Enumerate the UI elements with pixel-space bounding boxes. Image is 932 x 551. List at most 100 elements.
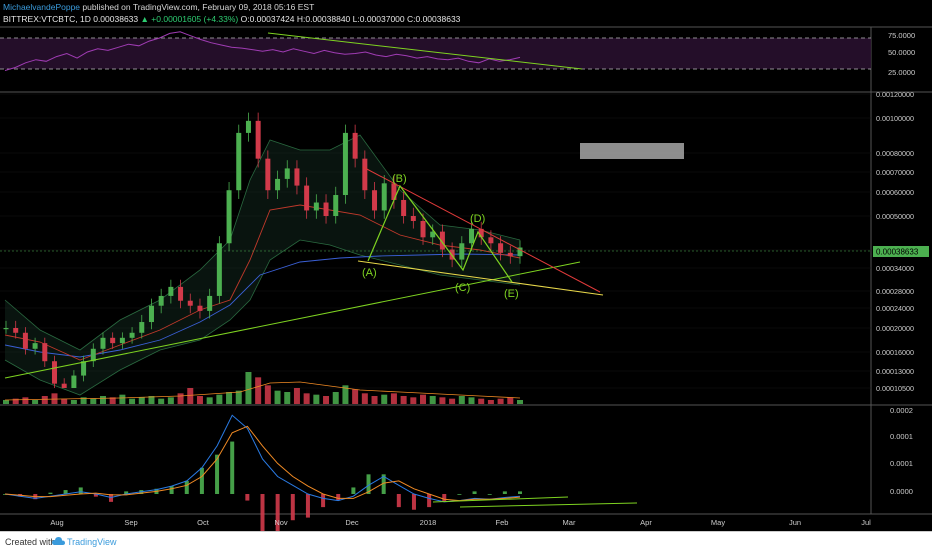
- macd-histogram-bar: [336, 494, 341, 501]
- price-tick-label: 0.00060000: [876, 188, 914, 197]
- wave-label-a: (A): [362, 267, 377, 279]
- time-tick-label: Aug: [50, 518, 63, 527]
- macd-histogram-bar: [93, 494, 98, 497]
- author-link[interactable]: MichaelvandePoppe: [3, 2, 81, 12]
- volume-bars: [3, 372, 523, 404]
- macd-histogram-bar: [48, 492, 53, 494]
- candle-body: [32, 343, 38, 349]
- macd-histogram-bar: [472, 491, 477, 494]
- wave-label-b: (B): [392, 173, 407, 185]
- time-tick-label: Feb: [496, 518, 509, 527]
- volume-bar: [517, 400, 523, 404]
- macd-histogram-bar: [78, 487, 83, 494]
- price-tick-label: 0.00016000: [876, 348, 914, 357]
- candle-body: [333, 195, 339, 216]
- volume-bar: [371, 396, 378, 404]
- volume-bar: [12, 398, 19, 404]
- candle-body: [342, 132, 348, 196]
- rsi-trendline: [267, 32, 583, 70]
- time-tick-label: Nov: [274, 518, 288, 527]
- volume-bar: [109, 397, 116, 404]
- volume-bar: [90, 398, 97, 404]
- volume-bar: [216, 394, 223, 404]
- rsi-band: [0, 38, 871, 69]
- macd-histogram-bar: [63, 490, 68, 494]
- macd-trendline-2: [459, 502, 638, 508]
- macd-histogram-bar: [184, 480, 189, 494]
- candle-body: [216, 243, 222, 296]
- macd-histogram-bar: [124, 491, 129, 494]
- candle-body: [42, 343, 48, 362]
- candle-body: [439, 231, 445, 250]
- macd-histogram-bar: [305, 494, 310, 518]
- volume-bar: [497, 398, 504, 404]
- volume-bar: [429, 396, 436, 404]
- macd-histogram-bar: [290, 494, 295, 521]
- macd-tick-3: 0.0000: [890, 487, 913, 496]
- volume-bar: [381, 394, 388, 404]
- candle-body: [313, 202, 319, 211]
- ohlc-values: O:0.00037424 H:0.00038840 L:0.00037000 C…: [240, 14, 461, 24]
- macd-histogram-bar: [245, 494, 250, 501]
- macd-histogram-bar: [366, 474, 371, 494]
- candle-body: [187, 300, 193, 306]
- candle-body: [81, 361, 87, 376]
- volume-bar: [61, 398, 68, 404]
- panel-separators: [0, 26, 932, 515]
- volume-average: [4, 381, 521, 401]
- volume-bar: [99, 396, 106, 404]
- candle-body: [100, 337, 106, 349]
- candle-body: [168, 286, 174, 296]
- price-tick-label: 0.00080000: [876, 149, 914, 158]
- volume-bar: [80, 397, 87, 404]
- triangle-resistance-line: [362, 166, 601, 293]
- tradingview-brand-link[interactable]: TradingView: [67, 537, 117, 547]
- volume-bar: [342, 385, 349, 404]
- candle-body: [401, 199, 407, 216]
- candles: [3, 112, 523, 388]
- candle-body: [469, 228, 475, 244]
- time-tick-label: 2018: [420, 518, 437, 527]
- candle-body: [90, 348, 96, 362]
- price-tick-label: 0.00013000: [876, 367, 914, 376]
- volume-bar: [478, 398, 485, 404]
- macd-histogram-bar: [518, 491, 522, 494]
- price-tick-label: 0.00010500: [876, 384, 914, 393]
- current-price-label: 0.00038633: [876, 248, 919, 257]
- price-panel: (A) (B) (C) (D) (E) 0.00120000 0.00100000…: [0, 90, 929, 396]
- long-term-support-line: [4, 261, 581, 379]
- time-tick-label: Jun: [789, 518, 801, 527]
- rsi-panel: 75.0000 50.0000 25.0000: [0, 31, 915, 77]
- price-grid: [0, 93, 871, 389]
- price-tick-label: 0.00050000: [876, 212, 914, 221]
- moving-average-red: [4, 204, 521, 361]
- candle-body: [517, 247, 523, 257]
- volume-bar: [148, 396, 155, 404]
- candle-body: [255, 120, 261, 159]
- volume-bar: [507, 397, 514, 404]
- candle-body: [488, 237, 494, 244]
- candle-body: [226, 190, 232, 244]
- time-tick-label: May: [711, 518, 725, 527]
- symbol-label: BITTREX:VTCBTC, 1D: [3, 14, 91, 24]
- volume-bar: [51, 393, 58, 404]
- volume-bar: [158, 398, 165, 404]
- time-tick-label: Mar: [563, 518, 576, 527]
- chart-svg[interactable]: 75.0000 50.0000 25.0000 (A) (B) (C) (D): [0, 0, 932, 534]
- candle-body: [61, 383, 67, 388]
- candle-body: [362, 158, 368, 191]
- candle-body: [71, 375, 77, 388]
- volume-bar: [264, 385, 271, 404]
- wave-label-d: (D): [470, 213, 485, 225]
- moving-average-blue: [4, 253, 521, 358]
- macd-tick-1: 0.0001: [890, 432, 913, 441]
- wave-label-c: (C): [455, 282, 470, 294]
- volume-bar: [303, 393, 310, 404]
- macd-tick-2: 0.0001: [890, 459, 913, 468]
- price-tick-label: 0.00034000: [876, 264, 914, 273]
- macd-panel: 0.0002 0.0001 0.0001 0.0000: [3, 406, 913, 534]
- candle-body: [304, 185, 310, 211]
- macd-histogram-bar: [502, 491, 507, 494]
- volume-bar: [284, 392, 291, 404]
- volume-bar: [235, 390, 242, 404]
